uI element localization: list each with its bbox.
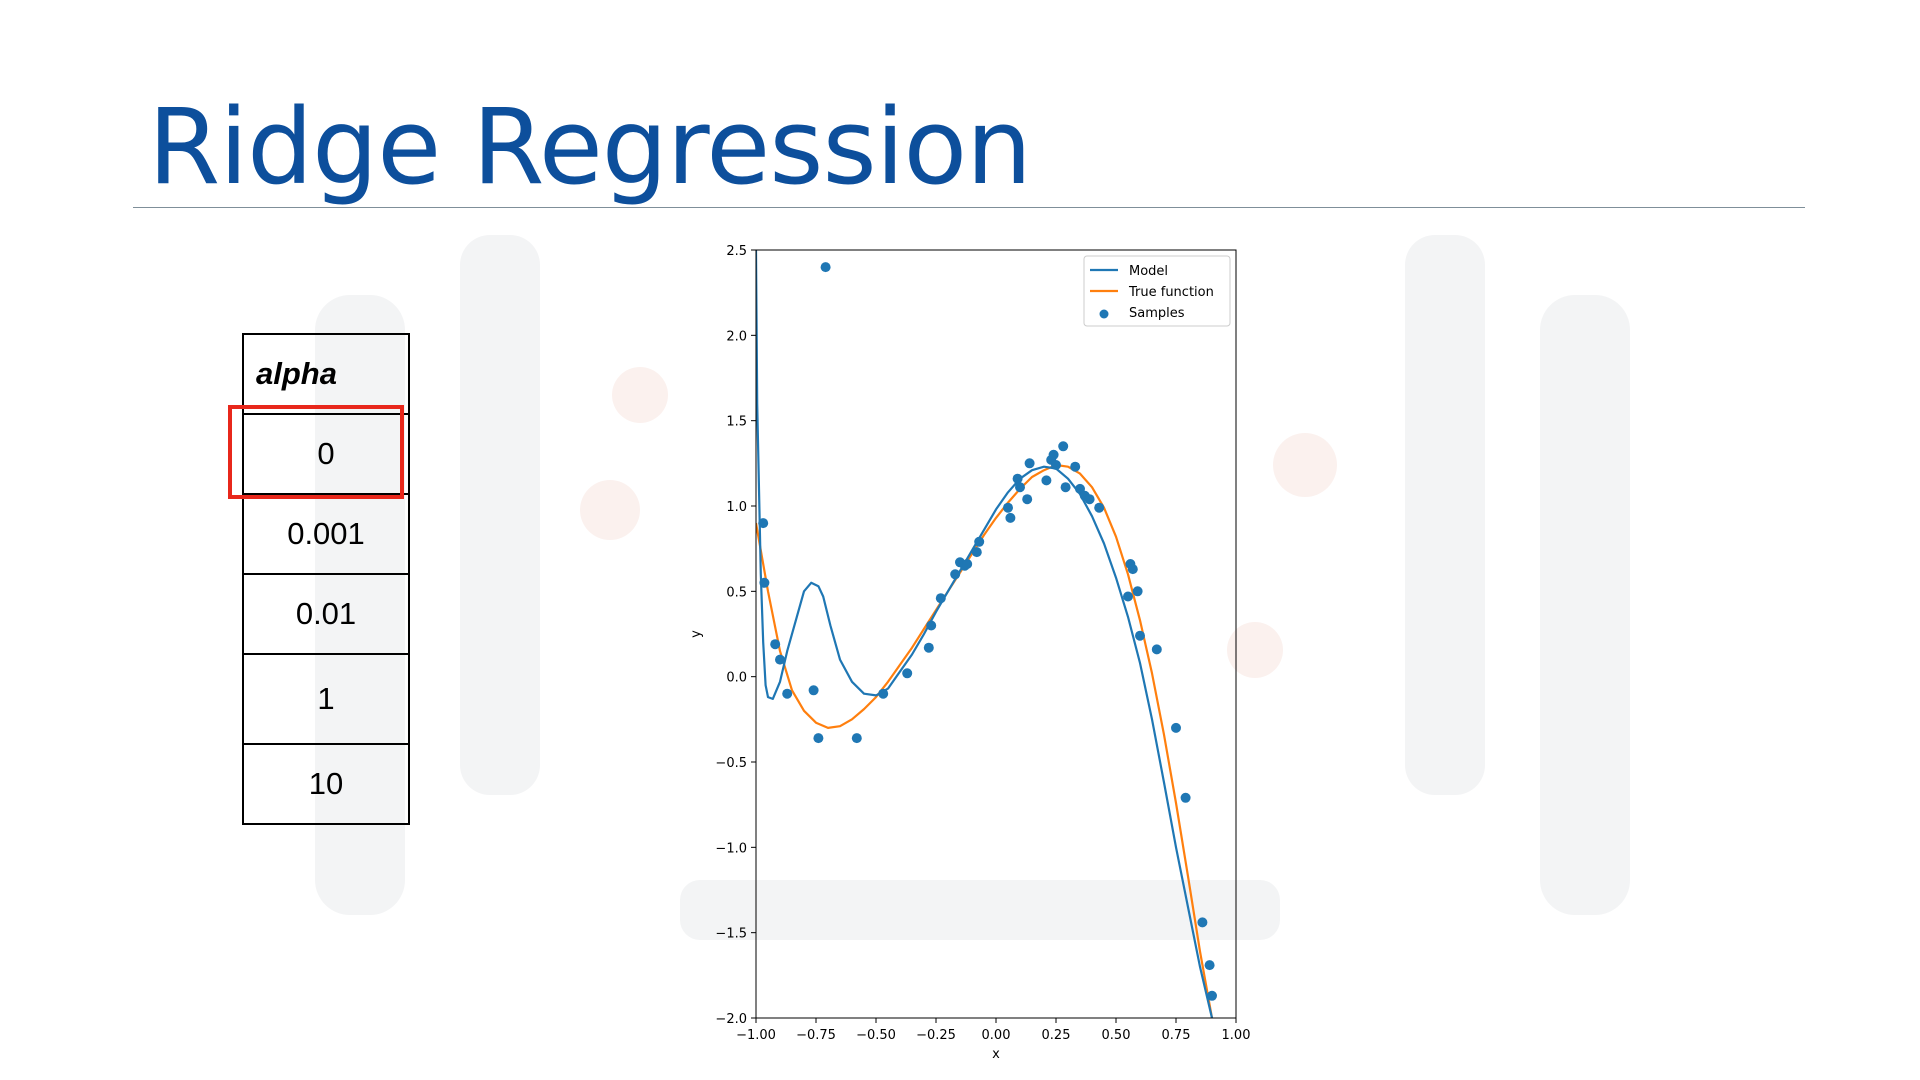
y-tick-label: −1.5 xyxy=(715,927,747,942)
sample-point xyxy=(1060,482,1071,493)
sample-point xyxy=(926,620,937,631)
sample-point xyxy=(758,518,769,529)
sample-point xyxy=(923,642,934,653)
true-function-line xyxy=(756,463,1214,1018)
sample-point xyxy=(1084,494,1095,505)
x-tick-label: 0.50 xyxy=(1102,1028,1131,1043)
legend-entry: Samples xyxy=(1129,306,1185,321)
y-tick-label: 0.5 xyxy=(726,585,747,600)
y-tick-label: 2.5 xyxy=(726,244,747,259)
x-tick-label: −0.50 xyxy=(856,1028,896,1043)
alpha-cell-2: 0.01 xyxy=(242,573,410,655)
sample-point xyxy=(813,733,824,744)
sample-point xyxy=(1041,475,1052,486)
sample-point xyxy=(1197,917,1208,928)
sample-point xyxy=(1171,722,1181,733)
sample-point xyxy=(971,547,982,558)
x-tick-label: 0.00 xyxy=(982,1028,1011,1043)
sample-point xyxy=(820,262,831,273)
title-divider xyxy=(133,207,1805,208)
y-tick-label: −0.5 xyxy=(715,756,747,771)
sample-point xyxy=(1005,512,1016,523)
alpha-header-cell: alpha xyxy=(242,333,410,415)
sample-point xyxy=(902,668,913,679)
sample-point xyxy=(1058,441,1069,452)
sample-point xyxy=(1204,960,1215,971)
sample-point xyxy=(1003,502,1013,513)
sample-point xyxy=(974,536,985,547)
plot-area xyxy=(756,250,1217,1018)
sample-point xyxy=(1022,494,1033,505)
y-tick-label: 0.0 xyxy=(726,671,747,686)
sample-point xyxy=(1048,449,1059,460)
sample-point xyxy=(808,685,819,696)
y-tick-label: 1.5 xyxy=(726,415,747,430)
sample-point xyxy=(1132,586,1143,597)
sample-point xyxy=(1070,461,1081,472)
sample-point xyxy=(1180,792,1191,803)
x-tick-label: 1.00 xyxy=(1222,1028,1251,1043)
legend-box xyxy=(1083,255,1231,327)
table-header-row: alpha xyxy=(242,333,410,415)
sample-point xyxy=(1151,644,1162,655)
x-tick-label: −1.00 xyxy=(736,1028,776,1043)
sample-point xyxy=(1127,564,1138,575)
legend-swatch-point xyxy=(1099,309,1109,319)
alpha-table: alpha 0 0.001 0.01 1 10 xyxy=(242,333,410,825)
y-tick-label: 2.0 xyxy=(726,329,747,344)
sample-point xyxy=(782,688,793,699)
slide-title: Ridge Regression xyxy=(148,86,1032,208)
y-tick-label: 1.0 xyxy=(726,500,747,515)
model-line xyxy=(756,250,1214,1018)
sample-point xyxy=(775,654,785,665)
table-row: 0.001 xyxy=(242,493,410,575)
alpha-cell-0: 0 xyxy=(242,413,410,495)
sample-point xyxy=(1024,458,1035,469)
x-axis-label: x xyxy=(992,1047,1000,1062)
sample-point xyxy=(851,733,862,744)
y-tick-label: −1.0 xyxy=(715,841,747,856)
y-tick-label: −2.0 xyxy=(715,1012,747,1027)
sample-point xyxy=(1094,502,1105,513)
sample-point xyxy=(1015,482,1025,493)
legend-entry: Model xyxy=(1129,264,1168,279)
alpha-cell-1: 0.001 xyxy=(242,493,410,575)
table-row: 1 xyxy=(242,653,410,745)
sample-point xyxy=(770,639,781,650)
sample-point xyxy=(1135,630,1145,641)
x-tick-label: 0.25 xyxy=(1042,1028,1071,1043)
table-row: 0.01 xyxy=(242,573,410,655)
x-tick-label: −0.25 xyxy=(916,1028,956,1043)
sample-point xyxy=(935,593,946,604)
sample-point xyxy=(1123,591,1133,602)
legend-entry: True function xyxy=(1128,285,1214,300)
alpha-cell-4: 10 xyxy=(242,743,410,825)
sample-point xyxy=(1207,990,1217,1001)
sample-point xyxy=(878,688,889,699)
table-row: 10 xyxy=(242,743,410,825)
sample-point xyxy=(1051,460,1061,470)
table-row: 0 xyxy=(242,413,410,495)
x-tick-label: 0.75 xyxy=(1162,1028,1191,1043)
plot-frame xyxy=(755,249,1237,1019)
sample-point xyxy=(759,577,770,588)
sample-point xyxy=(950,569,961,580)
sample-point xyxy=(1012,473,1023,484)
x-tick-label: −0.75 xyxy=(796,1028,836,1043)
y-axis-label: y xyxy=(689,630,704,638)
highlight-box xyxy=(228,405,404,499)
alpha-cell-3: 1 xyxy=(242,653,410,745)
sample-point xyxy=(962,559,973,569)
